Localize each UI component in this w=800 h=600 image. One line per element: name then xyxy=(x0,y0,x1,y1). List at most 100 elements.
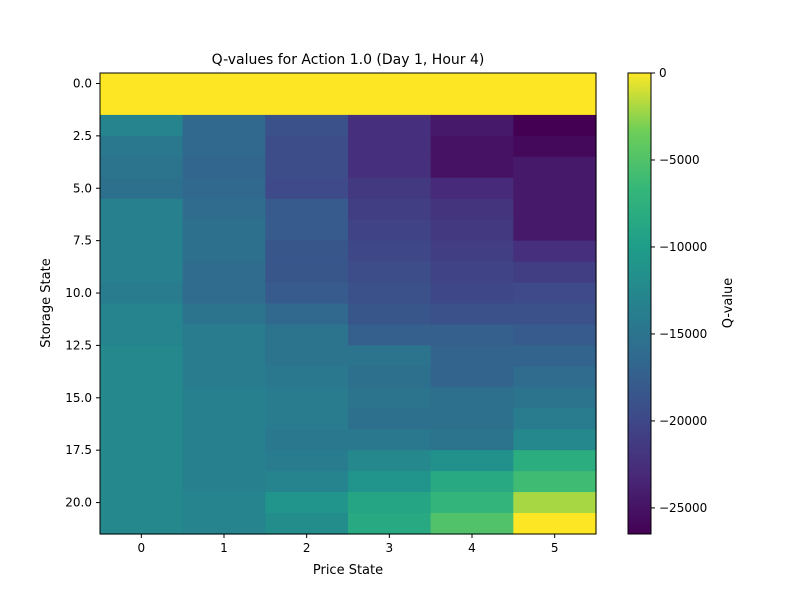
heatmap-cell xyxy=(430,156,514,179)
heatmap-cell xyxy=(430,345,514,367)
heatmap-cell xyxy=(265,471,349,493)
heatmap-cell xyxy=(182,73,266,95)
heatmap-cell xyxy=(100,135,184,158)
heatmap-cell xyxy=(513,366,597,388)
heatmap-cell xyxy=(265,219,349,242)
colorbar-tick-label: −25000 xyxy=(659,501,707,515)
heatmap-cell xyxy=(348,492,432,514)
heatmap-cell xyxy=(100,408,184,430)
heatmap-cell xyxy=(513,114,597,137)
heatmap-cell xyxy=(265,156,349,179)
heatmap-cell xyxy=(265,366,349,388)
heatmap-cell xyxy=(348,324,432,347)
heatmap-cell xyxy=(348,387,432,409)
heatmap-cell xyxy=(265,345,349,367)
heatmap-cell xyxy=(182,450,266,472)
heatmap-cell xyxy=(513,345,597,367)
heatmap-cell xyxy=(182,219,266,242)
y-tick-label: 2.5 xyxy=(73,129,92,143)
heatmap-cell xyxy=(100,219,184,242)
heatmap-cell xyxy=(348,135,432,158)
heatmap-cell xyxy=(100,471,184,493)
heatmap-cell xyxy=(182,135,266,158)
heatmap-cell xyxy=(513,429,597,451)
heatmap-cell xyxy=(513,513,597,535)
heatmap-cell xyxy=(100,73,184,95)
heatmap-cell xyxy=(182,387,266,409)
x-tick-label: 1 xyxy=(220,541,228,555)
heatmap-cell xyxy=(182,261,266,284)
heatmap-cell xyxy=(430,492,514,514)
y-tick-label: 5.0 xyxy=(73,181,92,195)
heatmap-cell xyxy=(513,261,597,284)
heatmap-cell xyxy=(348,429,432,451)
heatmap-cell xyxy=(348,93,432,116)
heatmap-cell xyxy=(430,471,514,493)
heatmap-cell xyxy=(513,303,597,326)
heatmap-cell xyxy=(513,240,597,263)
heatmap-cell xyxy=(348,240,432,263)
heatmap-cell xyxy=(265,282,349,305)
heatmap-cell xyxy=(265,324,349,347)
heatmap-cell xyxy=(182,408,266,430)
x-tick-label: 3 xyxy=(386,541,394,555)
heatmap-cell xyxy=(100,198,184,221)
heatmap-cell xyxy=(265,177,349,200)
heatmap-cell xyxy=(182,93,266,116)
plot-frame xyxy=(99,72,597,535)
heatmap-cell xyxy=(100,177,184,200)
heatmap-cell xyxy=(182,303,266,326)
heatmap-cell xyxy=(100,114,184,137)
heatmap-cell xyxy=(513,324,597,347)
heatmap-cell xyxy=(100,324,184,347)
heatmap-cell xyxy=(265,492,349,514)
y-tick-label: 10.0 xyxy=(65,286,92,300)
heatmap-cell xyxy=(430,261,514,284)
heatmap-cell xyxy=(430,219,514,242)
y-axis-label: Storage State xyxy=(39,258,54,347)
heatmap-cell xyxy=(100,513,184,535)
heatmap-cell xyxy=(265,261,349,284)
y-tick-label: 17.5 xyxy=(65,443,92,457)
heatmap-cell xyxy=(265,303,349,326)
heatmap-cell xyxy=(100,492,184,514)
heatmap-cell xyxy=(182,345,266,367)
heatmap-cell xyxy=(100,282,184,305)
heatmap-cell xyxy=(513,73,597,95)
heatmap-cell xyxy=(348,156,432,179)
y-axis: 0.0 2.5 5.0 7.5 10.0 12.5 15.0 17.5 20.0 xyxy=(65,76,100,510)
colorbar-tick-label: −5000 xyxy=(659,153,700,167)
heatmap-cell xyxy=(430,450,514,472)
chart-title: Q-values for Action 1.0 (Day 1, Hour 4) xyxy=(212,52,485,68)
heatmap-cell xyxy=(348,198,432,221)
heatmap-cell xyxy=(182,198,266,221)
heatmap-cell xyxy=(513,177,597,200)
heatmap-cell xyxy=(430,177,514,200)
colorbar xyxy=(627,72,652,535)
heatmap-cell xyxy=(265,93,349,116)
heatmap-cell xyxy=(265,513,349,535)
heatmap-cell xyxy=(513,492,597,514)
heatmap-cell xyxy=(430,73,514,95)
heatmap-cell xyxy=(100,366,184,388)
y-tick-label: 20.0 xyxy=(65,496,92,510)
heatmap-cell xyxy=(430,408,514,430)
heatmap-cell xyxy=(182,156,266,179)
heatmap-cell xyxy=(513,219,597,242)
heatmap-cell xyxy=(265,408,349,430)
heatmap-cell xyxy=(513,198,597,221)
x-axis: 0 1 2 3 4 5 xyxy=(138,534,558,555)
heatmap-cell xyxy=(513,282,597,305)
heatmap-cell xyxy=(182,492,266,514)
heatmap-cell xyxy=(348,261,432,284)
heatmap-cell xyxy=(513,450,597,472)
heatmap-cell xyxy=(430,429,514,451)
heatmap-cell xyxy=(430,513,514,535)
heatmap-cell xyxy=(513,387,597,409)
heatmap-cell xyxy=(348,303,432,326)
x-axis-label: Price State xyxy=(313,563,383,578)
heatmap-cell xyxy=(430,93,514,116)
colorbar-tick-label: −20000 xyxy=(659,414,707,428)
heatmap-cell xyxy=(348,408,432,430)
y-tick-label: 15.0 xyxy=(65,391,92,405)
